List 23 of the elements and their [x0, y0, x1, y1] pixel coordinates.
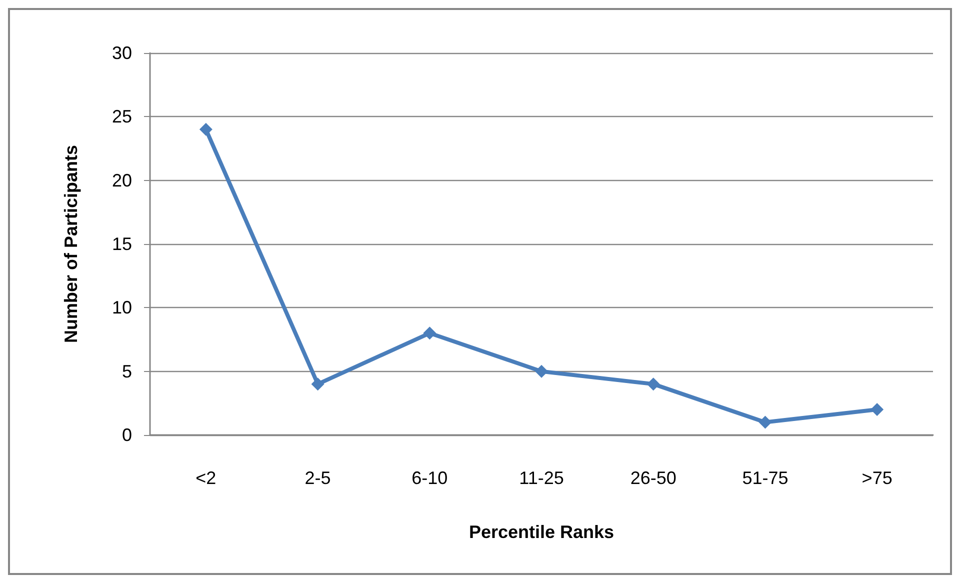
x-tick-label: 26-50	[630, 468, 676, 488]
x-axis-title: Percentile Ranks	[468, 522, 614, 542]
x-tick-label: 51-75	[742, 468, 788, 488]
y-axis-title: Number of Participants	[61, 144, 81, 344]
point	[758, 416, 772, 429]
y-tick-label: 5	[122, 361, 132, 382]
point	[646, 378, 660, 391]
y-tick-label: 10	[112, 298, 132, 318]
y-tick-label: 25	[112, 106, 132, 127]
point	[199, 122, 212, 136]
x-tick-label: 2-5	[304, 468, 331, 488]
point	[535, 364, 548, 378]
x-tick-label: 11-25	[519, 468, 564, 488]
y-tick-label: 30	[112, 43, 132, 63]
x-tick-label: 6-10	[412, 468, 448, 488]
y-tick-label: 0	[122, 425, 132, 445]
x-tick-label: <2	[196, 468, 216, 488]
point	[423, 326, 436, 340]
point	[870, 403, 884, 416]
y-tick-label: 15	[112, 234, 132, 254]
x-tick-label: >75	[862, 468, 892, 488]
y-tick-label: 20	[112, 170, 132, 190]
point	[311, 378, 324, 391]
